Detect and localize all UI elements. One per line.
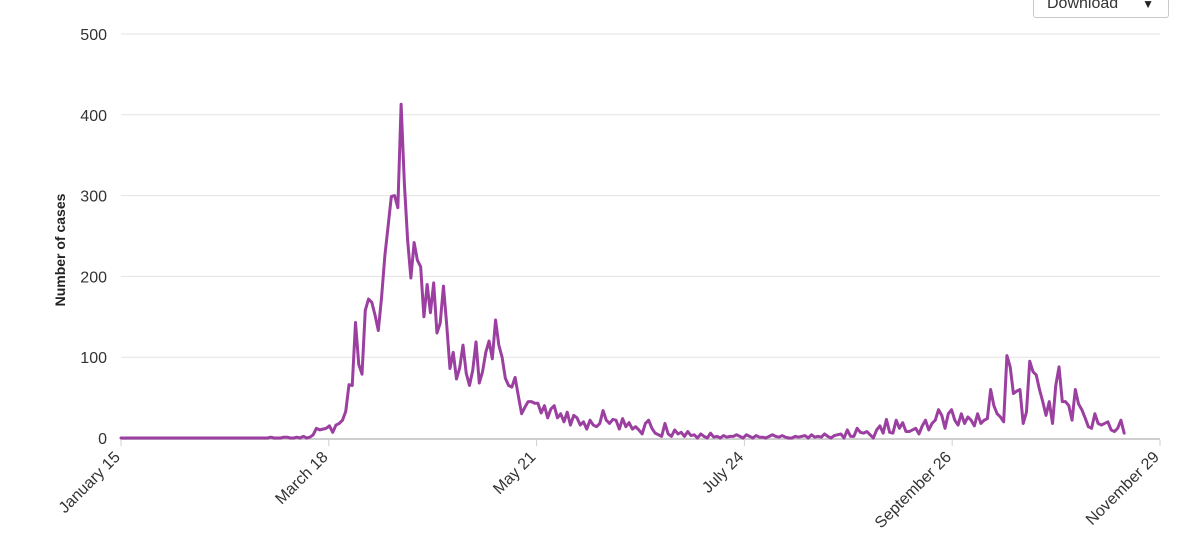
series-line (119, 102, 1126, 440)
y-tick-label: 200 (80, 269, 107, 286)
x-axis-ticks: January 15 March 18 May 21 July 24 September… (56, 440, 1163, 532)
download-button-label: Download (1047, 0, 1119, 12)
x-tick-label: May 21 (490, 449, 539, 498)
y-axis-label: Number of cases (52, 193, 68, 306)
x-tick-label: July 24 (699, 449, 747, 497)
x-tick-label: March 18 (272, 449, 331, 508)
x-tick-label: January 15 (56, 449, 124, 517)
y-tick-label: 100 (80, 350, 107, 367)
y-tick-label: 300 (80, 189, 107, 206)
x-tick-label: November 29 (1083, 449, 1163, 529)
x-tick-label: September 26 (872, 449, 955, 532)
gridlines (121, 33, 1160, 358)
y-tick-label: 0 (98, 431, 107, 448)
y-tick-label: 400 (80, 108, 107, 125)
y-axis-ticks: 0 100 200 300 400 500 (80, 27, 107, 448)
chevron-down-icon: ▼ (1142, 0, 1154, 11)
y-tick-label: 500 (80, 27, 107, 44)
download-button[interactable]: Download ▼ (1033, 0, 1169, 18)
